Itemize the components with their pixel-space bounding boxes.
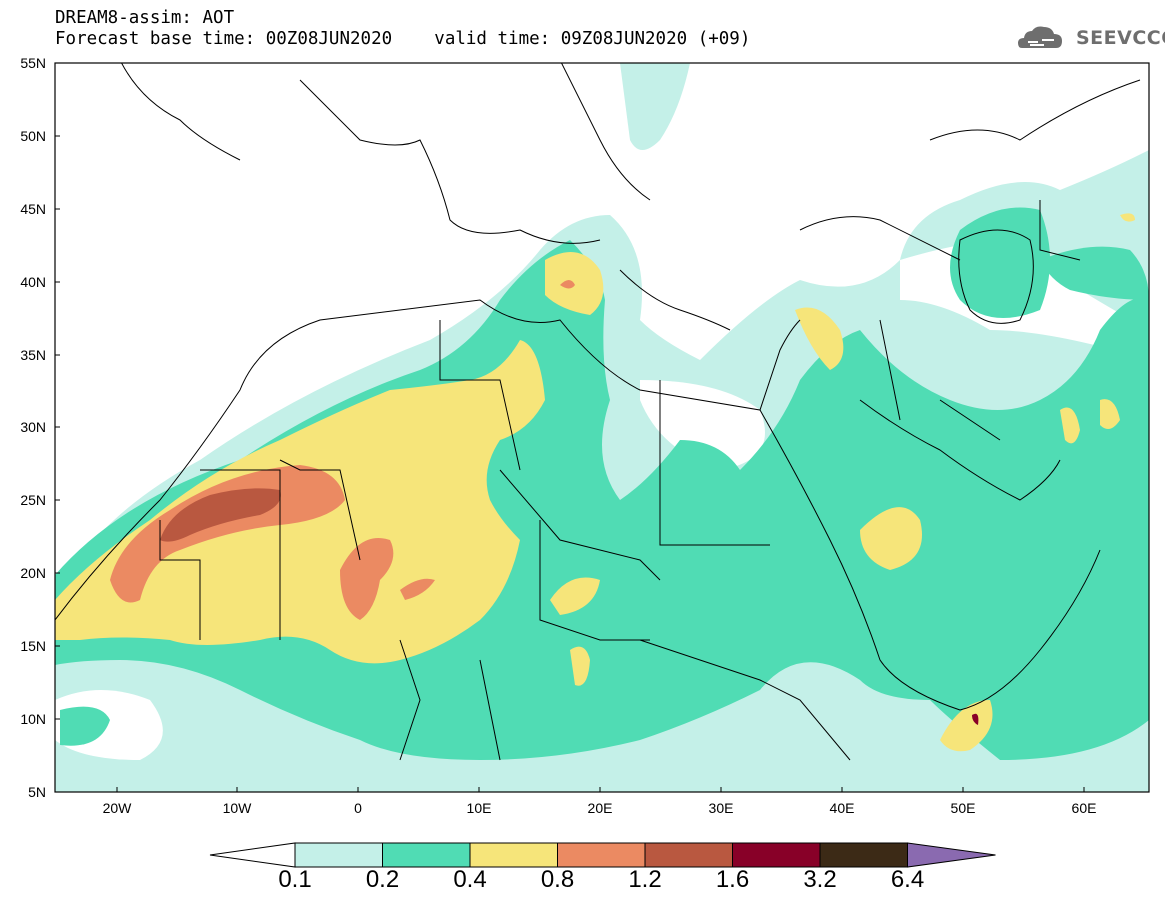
colorbar-label: 0.2 [365, 866, 400, 893]
lon-label: 40E [829, 800, 855, 816]
colorbar-label: 0.1 [278, 866, 312, 893]
colorbar-label: 0.8 [540, 866, 575, 893]
lon-label: 10E [466, 800, 492, 816]
aot-band-0.8 [110, 465, 345, 603]
coastlines [55, 63, 1141, 761]
colorbar-label: 1.2 [628, 866, 662, 893]
colorbar-label: 1.6 [715, 866, 750, 893]
lon-label: 0 [354, 800, 362, 816]
colorbar-label: 3.2 [803, 866, 837, 893]
seevccc-cloud-logo-icon [1018, 26, 1062, 48]
lat-label: 55N [20, 55, 46, 71]
lon-label: 50E [950, 800, 976, 816]
aot-field [55, 63, 1149, 792]
lat-label: 20N [20, 565, 46, 581]
lat-label: 5N [28, 784, 46, 800]
lon-label: 60E [1071, 800, 1097, 816]
axis-ticks [55, 62, 1085, 792]
lat-label: 15N [20, 638, 46, 654]
lat-label: 30N [20, 419, 46, 435]
lat-label: 10N [20, 711, 46, 727]
logo-text: SEEVCCC [1076, 27, 1165, 49]
lat-label: 35N [20, 347, 46, 363]
map-title: DREAM8-assim: AOT [55, 8, 235, 28]
lon-label: 30E [708, 800, 734, 816]
colorbar-label: 0.4 [453, 866, 487, 893]
lat-label: 25N [20, 492, 46, 508]
lat-label: 40N [20, 274, 46, 290]
lat-label: 50N [20, 128, 46, 144]
lon-label: 10W [222, 800, 252, 816]
lat-label: 45N [20, 201, 46, 217]
forecast-time-line: Forecast base time: 00Z08JUN2020 valid t… [55, 29, 751, 49]
lon-label: 20E [587, 800, 613, 816]
lon-label: 20W [102, 800, 132, 816]
colorbar-label: 6.4 [890, 866, 925, 893]
aot-band-1.2 [160, 488, 281, 542]
